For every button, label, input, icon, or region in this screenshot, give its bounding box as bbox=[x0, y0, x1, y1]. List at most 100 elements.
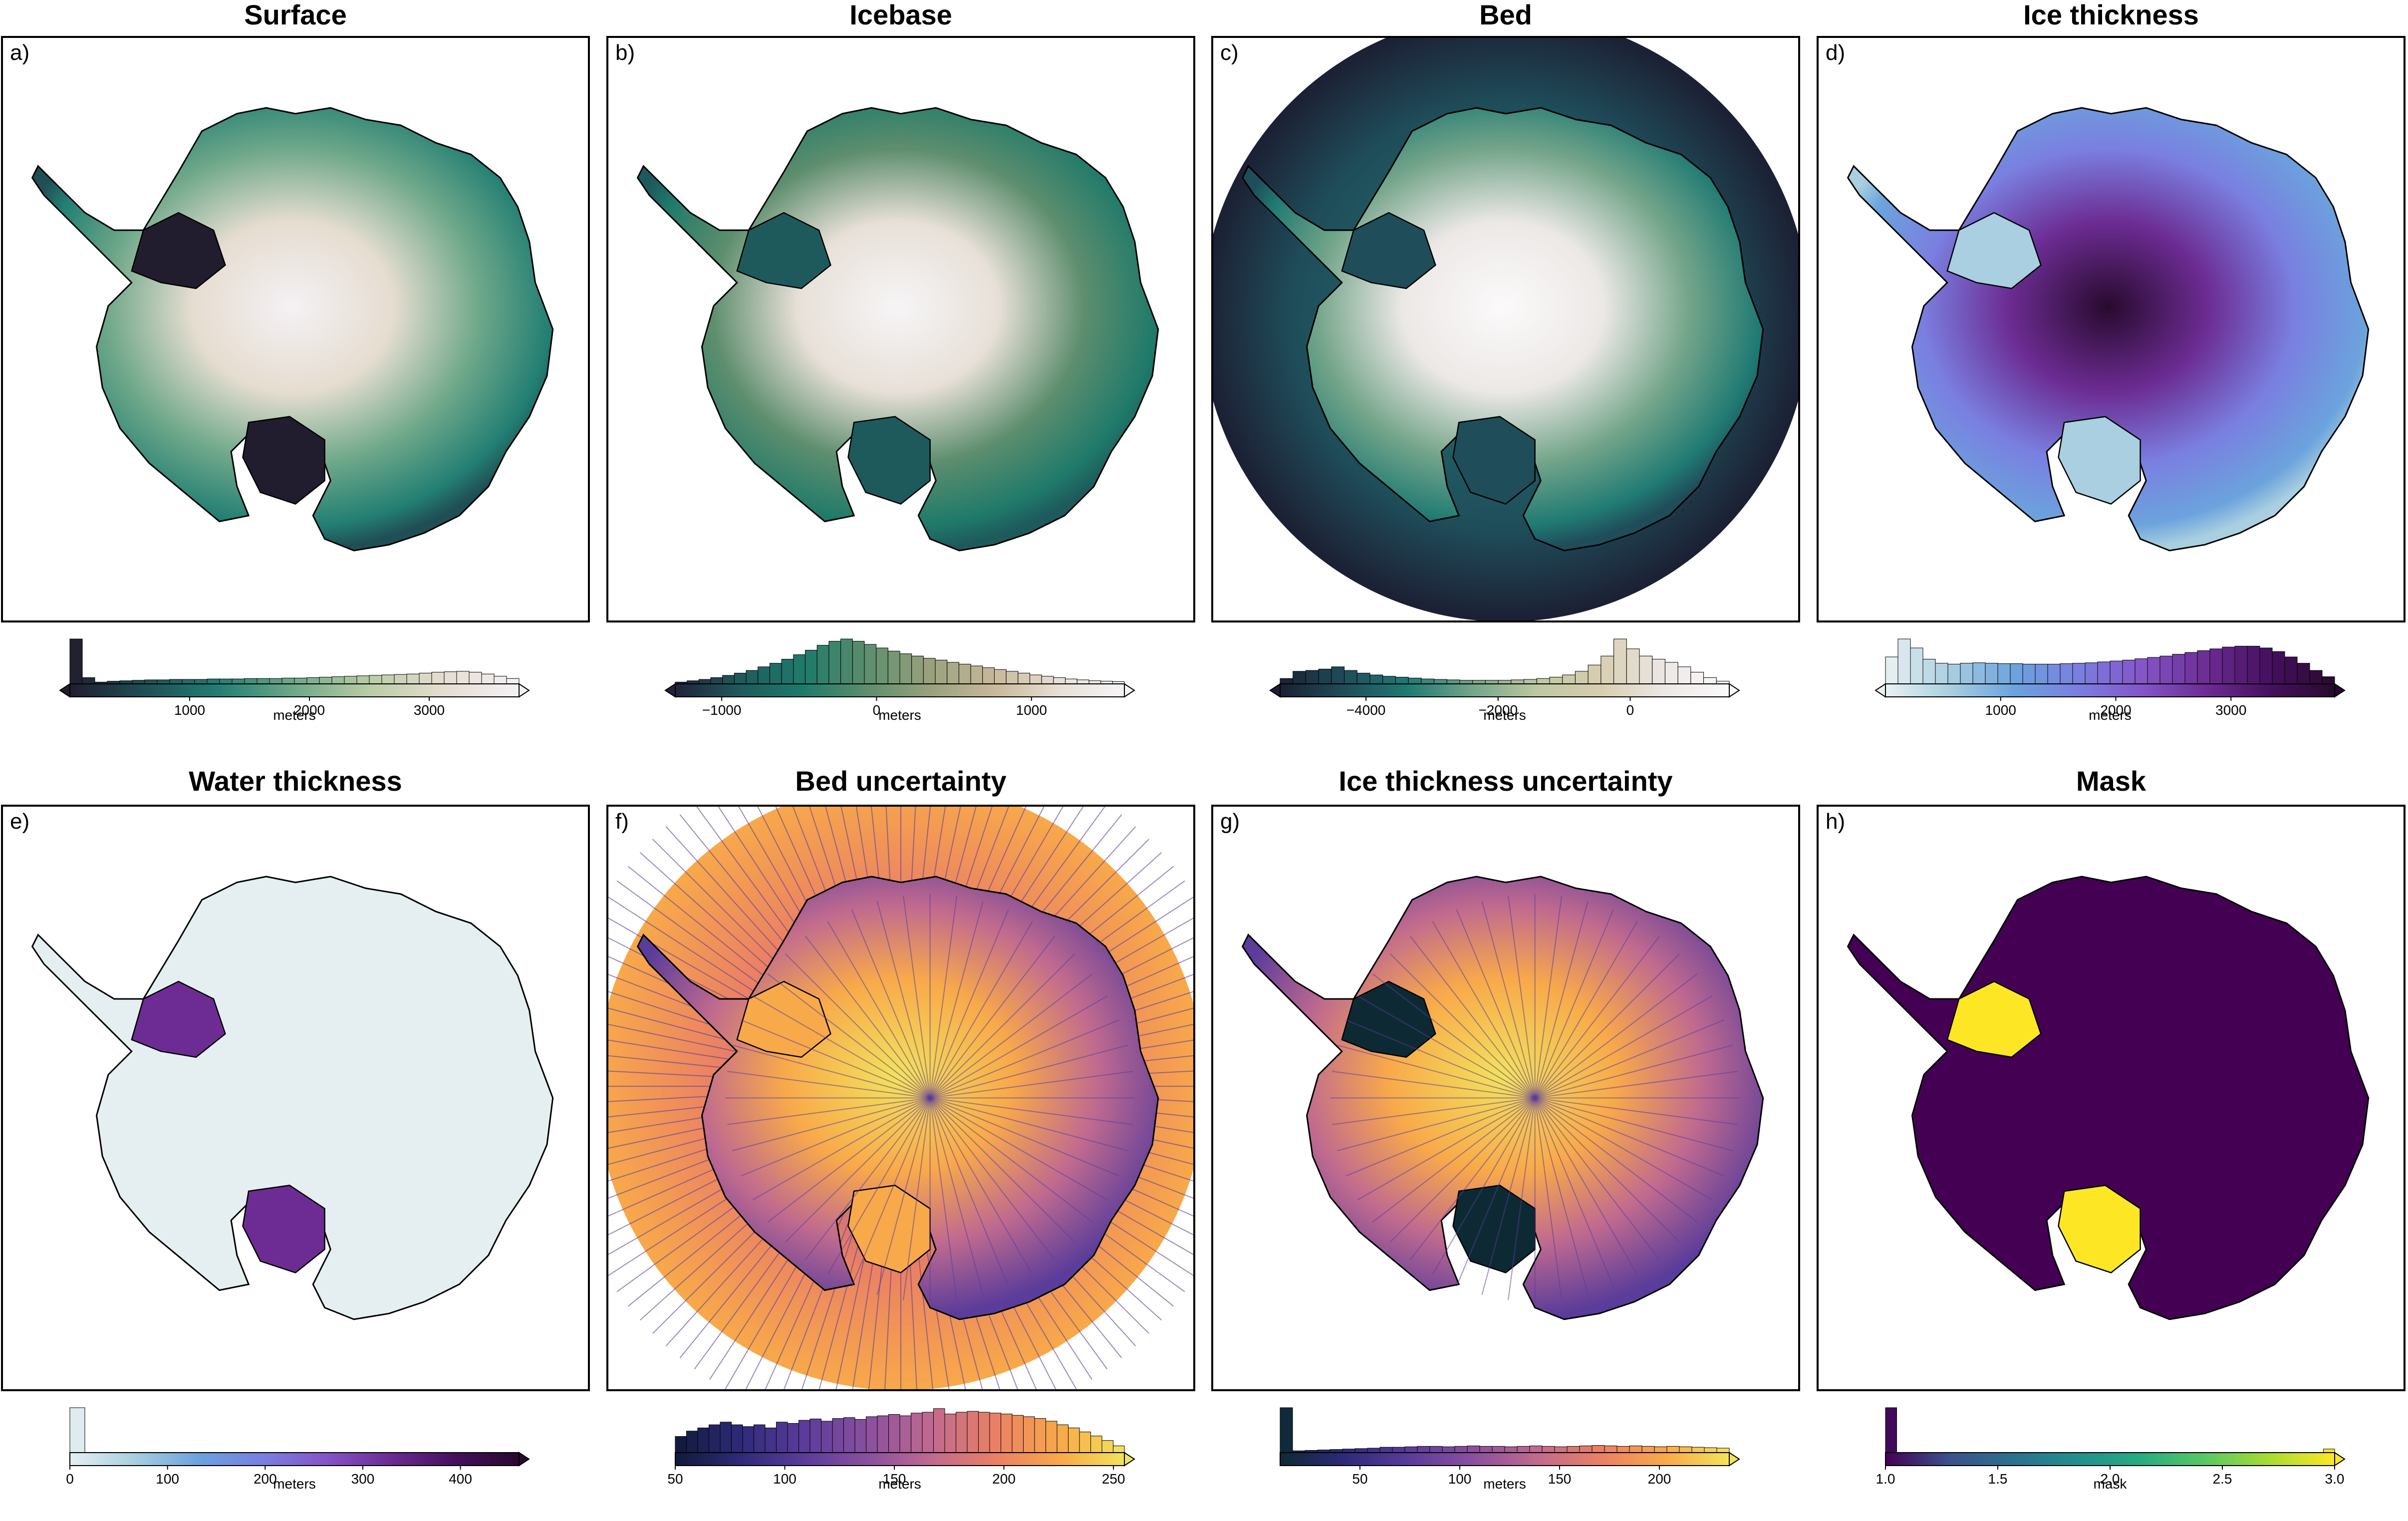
extend-max-triangle bbox=[2334, 683, 2346, 698]
histogram-bar bbox=[2159, 655, 2173, 684]
histogram-bar bbox=[1442, 1446, 1455, 1453]
histogram-bar bbox=[2010, 663, 2023, 684]
histogram-bar bbox=[709, 1424, 721, 1453]
tick-label: 300 bbox=[351, 1471, 375, 1487]
histogram-bar bbox=[1472, 680, 1486, 684]
panel-title: Icebase bbox=[849, 0, 952, 30]
histogram-bar bbox=[1065, 678, 1077, 684]
histogram-bar bbox=[1504, 1446, 1518, 1453]
histogram-bar bbox=[1030, 674, 1042, 684]
map-frame: f) bbox=[606, 805, 1195, 1391]
histogram-bar bbox=[877, 1415, 889, 1453]
colorbar-label: mask bbox=[2093, 1476, 2127, 1492]
colorbar-graphic: −4000 −2000 0 bbox=[1269, 638, 1740, 718]
histogram-bar bbox=[821, 1421, 833, 1453]
histogram-bar bbox=[2085, 662, 2098, 684]
panel-letter: f) bbox=[613, 810, 631, 834]
map-ice-thickness-uncertainty bbox=[1241, 876, 1764, 1320]
histogram-bar bbox=[1408, 677, 1422, 684]
histogram-bar bbox=[1654, 1446, 1667, 1453]
histogram-bar bbox=[1421, 678, 1435, 684]
map-mask bbox=[1847, 876, 2370, 1320]
histogram-bar bbox=[157, 679, 170, 684]
histogram-bar bbox=[244, 678, 258, 684]
panel-letter: b) bbox=[613, 41, 637, 65]
histogram-bar bbox=[431, 672, 445, 684]
histogram-bar bbox=[781, 659, 794, 684]
histogram-bar bbox=[2309, 670, 2323, 684]
map-icebase bbox=[636, 107, 1159, 552]
histogram-bar bbox=[843, 1417, 855, 1453]
histogram-bar bbox=[832, 1418, 844, 1453]
histogram-bar bbox=[469, 672, 482, 684]
histogram-bar bbox=[742, 1426, 754, 1453]
histogram-bar bbox=[381, 674, 395, 684]
extend-max-triangle bbox=[519, 683, 530, 698]
tick-label: 2.5 bbox=[2213, 1471, 2232, 1487]
colorbar-label: meters bbox=[1483, 1476, 1526, 1492]
tick-label: 2.0 bbox=[2101, 1471, 2120, 1487]
histogram-bar bbox=[1046, 1421, 1058, 1453]
histogram-bar bbox=[1454, 1446, 1468, 1453]
tick-label: 3000 bbox=[414, 702, 445, 718]
colorbar-label: meters bbox=[878, 707, 921, 723]
histogram-bar bbox=[722, 675, 735, 684]
tick-label: 2000 bbox=[2100, 702, 2131, 718]
histogram-bar bbox=[1511, 679, 1525, 684]
histogram-bar bbox=[1517, 1446, 1530, 1453]
tick-label: −1000 bbox=[702, 702, 742, 718]
histogram-bar bbox=[1691, 1447, 1705, 1453]
histogram-bar bbox=[675, 1436, 687, 1453]
histogram-bar bbox=[746, 670, 759, 684]
histogram-bar bbox=[194, 679, 208, 684]
tick-label: 150 bbox=[883, 1471, 906, 1487]
histogram-bar bbox=[1018, 672, 1031, 684]
histogram-bar bbox=[1344, 670, 1357, 684]
histogram-bar bbox=[306, 677, 320, 684]
histogram-bar bbox=[2047, 663, 2061, 684]
histogram-bar bbox=[1382, 676, 1396, 684]
histogram-bar bbox=[1897, 638, 1911, 684]
histogram-bar bbox=[697, 1428, 709, 1453]
histogram-bar bbox=[281, 677, 295, 684]
histogram-bar bbox=[754, 1424, 766, 1453]
histogram-bar bbox=[1922, 659, 1936, 684]
panel-title: Mask bbox=[2076, 765, 2146, 797]
histogram-bar bbox=[1053, 677, 1066, 684]
histogram-bar bbox=[1554, 1446, 1568, 1453]
extend-max-triangle bbox=[519, 1452, 530, 1467]
histogram-bar bbox=[923, 658, 936, 684]
histogram-bar bbox=[2259, 647, 2273, 684]
tick-label: −4000 bbox=[1346, 702, 1386, 718]
tick-label: 1000 bbox=[1016, 702, 1047, 718]
histogram-bar bbox=[219, 678, 233, 684]
map-ice-thickness bbox=[1847, 107, 2370, 552]
histogram-bar bbox=[506, 678, 520, 684]
histogram-bar bbox=[1885, 1407, 1897, 1453]
histogram-bar bbox=[2184, 652, 2198, 684]
histogram-bar bbox=[1367, 1448, 1380, 1453]
histogram-bar bbox=[911, 1413, 923, 1453]
histogram-bar bbox=[1492, 1446, 1505, 1453]
histogram-bar bbox=[182, 679, 195, 684]
colorbar-label: meters bbox=[273, 707, 316, 723]
histogram-bar bbox=[394, 674, 407, 684]
colorbar-ice-thickness: 1000 2000 3000 meters bbox=[1866, 634, 2355, 729]
histogram-bar bbox=[232, 678, 245, 684]
extend-max-triangle bbox=[1729, 683, 1740, 698]
histogram-bar bbox=[994, 669, 1007, 684]
histogram-bar bbox=[1947, 663, 1961, 684]
panel-title: Bed uncertainty bbox=[795, 765, 1007, 797]
histogram-bar bbox=[731, 1424, 743, 1453]
histogram-bar bbox=[864, 644, 877, 684]
histogram-bar bbox=[1626, 648, 1640, 684]
histogram-bar bbox=[1579, 1446, 1593, 1453]
histogram-bar bbox=[1057, 1424, 1069, 1453]
map-frame: a) bbox=[1, 36, 590, 622]
histogram-bar bbox=[828, 641, 841, 684]
histogram-bar bbox=[769, 663, 782, 684]
tick-label: 50 bbox=[1352, 1471, 1367, 1487]
colorbar-scale bbox=[675, 1452, 1125, 1466]
histogram-bar bbox=[876, 647, 888, 684]
